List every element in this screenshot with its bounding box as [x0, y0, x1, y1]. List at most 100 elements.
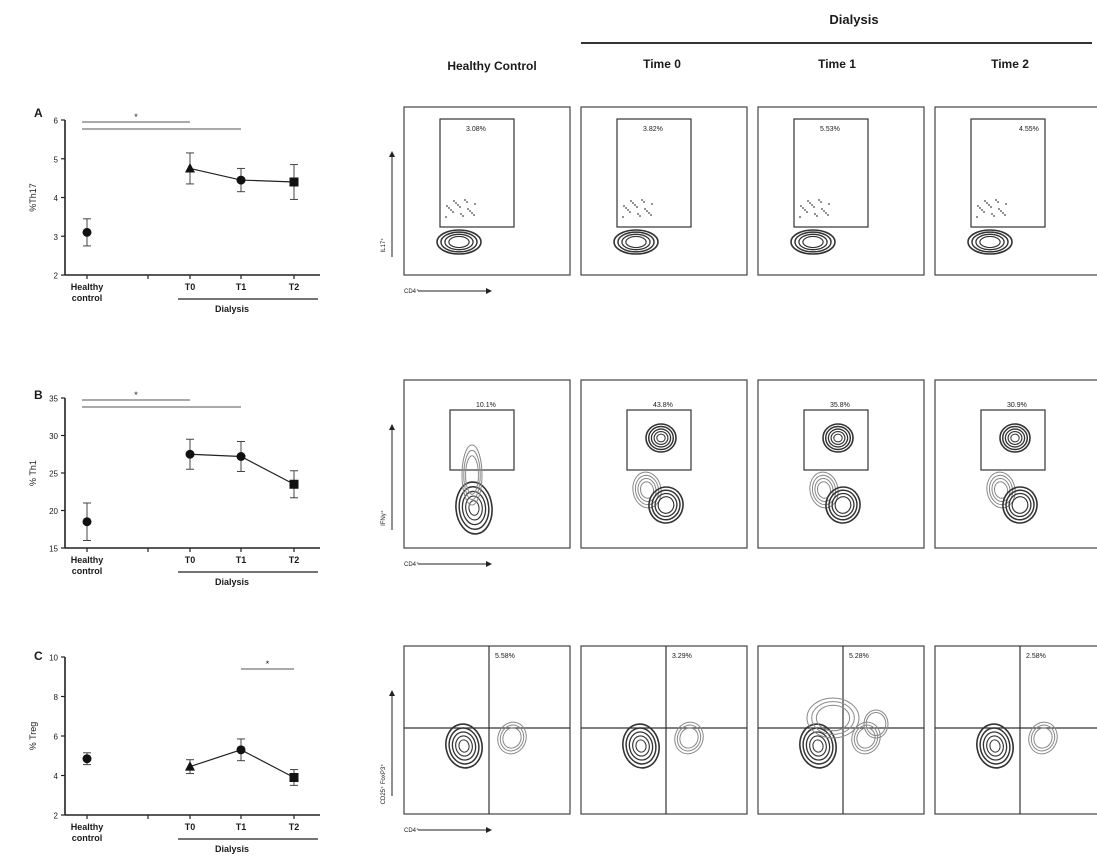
flow-event-dot [646, 210, 648, 212]
panel-c-point [236, 745, 246, 755]
panel-a-y-tick-label: 6 [54, 117, 59, 126]
panel-a-x-label-t2: T2 [289, 282, 300, 292]
flow-event-dot [648, 212, 650, 214]
flow-y-arrowhead [389, 690, 395, 696]
panel-a-significance-label: * [134, 112, 138, 122]
flow-x-arrowhead [486, 288, 492, 294]
flow-event-dot [988, 204, 990, 206]
flow-contour [806, 697, 860, 739]
panel-a-x-label-t1: T1 [236, 282, 247, 292]
flow-plot-r1-c4: 4.55% [934, 106, 1097, 276]
column-header-time1: Time 1 [818, 57, 856, 71]
panel-c-point [185, 761, 195, 771]
flow-contour [448, 727, 480, 765]
flow-contour [653, 430, 669, 446]
flow-contour [863, 709, 889, 739]
flow-percent-label: 3.29% [672, 653, 692, 660]
flow-contour [815, 704, 851, 732]
flow-contour [824, 425, 852, 451]
flow-plot-frame [934, 645, 1097, 815]
flow-percent-label: 2.58% [1026, 653, 1046, 660]
flow-contour [444, 233, 474, 251]
panel-b-y-tick-label: 30 [49, 432, 58, 441]
flow-x-axis-label: CD4⁺ [404, 827, 419, 834]
flow-event-dot [455, 202, 457, 204]
panel-b-x-label-healthy-2: control [72, 566, 103, 576]
panel-b-dialysis-label: Dialysis [215, 577, 249, 587]
panel-a-y-tick-label: 3 [54, 233, 59, 242]
flow-event-dot [983, 211, 985, 213]
flow-contour [639, 481, 655, 499]
flow-contour [794, 231, 832, 253]
flow-event-dot [814, 213, 816, 215]
flow-contour [816, 481, 832, 499]
flow-contour [834, 496, 852, 514]
column-header-time2: Time 2 [991, 57, 1029, 71]
flow-contour [1010, 433, 1020, 443]
flow-contour [621, 233, 651, 251]
flow-plot-r1-c1: 3.08% [403, 106, 571, 276]
flow-event-dot [462, 215, 464, 217]
panel-a-y-axis-label: %Th17 [28, 183, 38, 212]
flow-contour [461, 444, 483, 506]
flow-event-dot [984, 200, 986, 202]
flow-event-dot [464, 199, 466, 201]
flow-contour [502, 727, 522, 749]
flow-plot-frame [934, 106, 1097, 276]
flow-event-dot [637, 213, 639, 215]
flow-event-dot [629, 211, 631, 213]
flow-gate [439, 118, 515, 228]
panel-letter-c: C [34, 649, 43, 663]
flow-contour [830, 430, 846, 446]
flow-y-axis-label: CD25⁺ FoxP3⁺ [380, 764, 387, 805]
flow-contour [989, 739, 1001, 753]
flow-event-dot [998, 208, 1000, 210]
flow-percent-label: 3.82% [643, 126, 663, 133]
flow-event-dot [644, 208, 646, 210]
flow-y-axis-label: IFNγ⁺ [380, 510, 387, 526]
flow-contour [656, 433, 666, 443]
flow-contour [499, 724, 525, 752]
flow-contour [853, 724, 879, 752]
panel-b-y-tick-label: 20 [49, 507, 58, 516]
flow-contour [451, 731, 477, 761]
flow-contour [1001, 425, 1029, 451]
panel-c-y-tick-label: 8 [54, 693, 59, 702]
flow-event-dot [825, 212, 827, 214]
flow-contour [1002, 486, 1038, 524]
flow-contour [976, 723, 1014, 769]
flow-event-dot [828, 203, 830, 205]
flow-plot-r3-c4: 2.58% [934, 645, 1097, 815]
flow-contour [802, 727, 834, 765]
flow-contour [613, 229, 659, 255]
flow-percent-label: 30.9% [1007, 402, 1027, 409]
panel-a-point [185, 162, 195, 173]
flow-gate [803, 409, 869, 471]
flow-event-dot [452, 211, 454, 213]
flow-contour [827, 428, 849, 448]
flow-contour [617, 231, 655, 253]
panel-a-y-tick-label: 4 [54, 194, 59, 203]
panel-a-point [236, 175, 246, 185]
flow-contour [802, 235, 824, 249]
panel-b-x-label-t2: T2 [289, 555, 300, 565]
flow-event-dot [643, 201, 645, 203]
flow-contour [648, 486, 684, 524]
flow-event-dot [636, 206, 638, 208]
flow-contour [967, 229, 1013, 255]
flow-event-dot [466, 201, 468, 203]
panel-c-y-tick-label: 6 [54, 733, 59, 742]
flow-contour [436, 229, 482, 255]
flow-contour [975, 233, 1005, 251]
flow-contour [632, 735, 650, 757]
flow-event-dot [473, 214, 475, 216]
flow-plot-frame [403, 106, 571, 276]
flow-percent-label: 5.58% [495, 653, 515, 660]
flow-event-dot [993, 215, 995, 217]
flow-x-arrowhead [486, 561, 492, 567]
flow-event-dot [1005, 203, 1007, 205]
flow-event-dot [991, 213, 993, 215]
flow-contour [982, 731, 1008, 761]
flow-percent-label: 10.1% [476, 402, 496, 409]
